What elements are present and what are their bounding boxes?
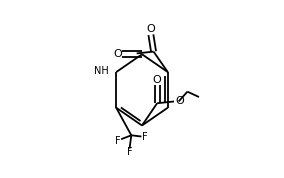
Text: F: F [142,132,147,142]
Text: NH: NH [94,66,109,76]
Text: O: O [113,49,122,59]
Text: F: F [115,136,121,146]
Text: F: F [127,147,132,157]
Text: O: O [176,96,185,106]
Text: O: O [147,24,155,34]
Text: O: O [153,75,162,85]
